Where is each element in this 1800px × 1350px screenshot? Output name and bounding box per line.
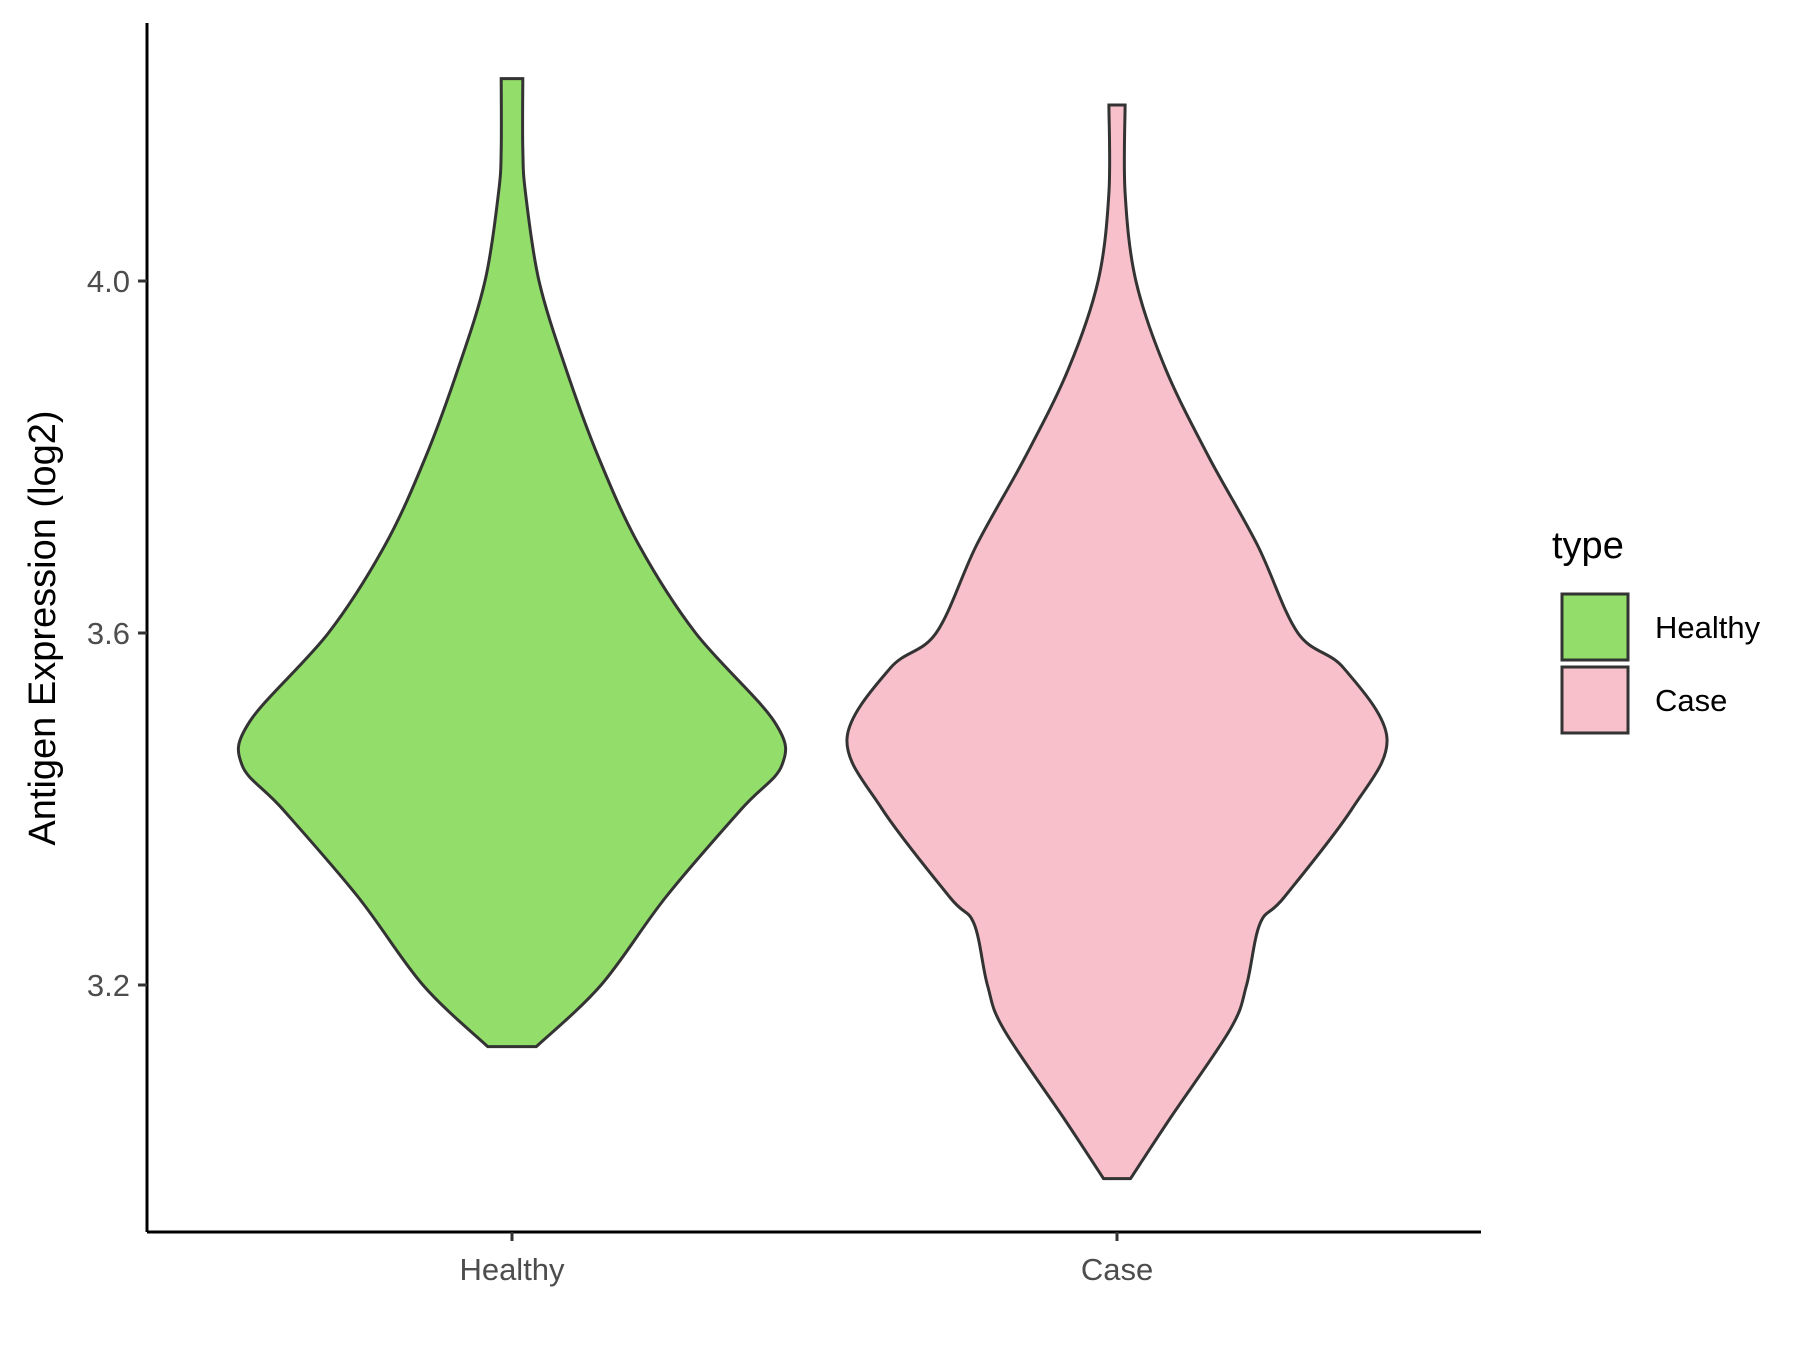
violin-case <box>845 103 1389 1181</box>
x-tick-label: Case <box>1081 1252 1153 1287</box>
x-axis-ticks: Healthy Case <box>459 1232 1153 1287</box>
x-tick-label: Healthy <box>459 1252 565 1287</box>
violin-healthy <box>236 77 788 1049</box>
legend-key-healthy <box>1560 592 1630 662</box>
legend-key-case <box>1560 665 1630 735</box>
y-axis-title: Antigen Expression (log2) <box>22 410 64 845</box>
legend-title: type <box>1552 525 1624 567</box>
legend: type Healthy Case <box>1552 525 1761 735</box>
y-tick-label: 4.0 <box>87 264 130 299</box>
legend-label-healthy: Healthy <box>1655 610 1761 645</box>
legend-label-case: Case <box>1655 683 1727 718</box>
y-tick-label: 3.2 <box>87 968 130 1003</box>
violins-group <box>236 77 1389 1181</box>
y-axis-ticks: 3.2 3.6 4.0 <box>87 264 147 1003</box>
y-tick-label: 3.6 <box>87 616 130 651</box>
